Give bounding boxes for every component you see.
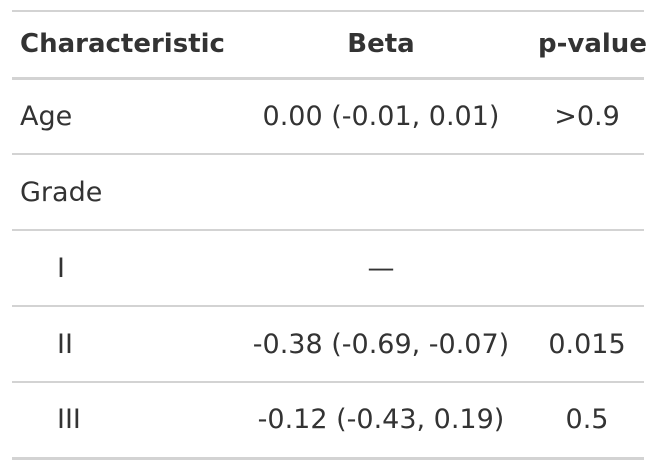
header-p-value: p-value: [538, 29, 647, 60]
row-label: I: [57, 252, 65, 284]
row-beta: —: [367, 252, 395, 284]
table-header: Characteristic Beta p-value: [12, 11, 647, 78]
row-beta: [232, 154, 530, 230]
row-p-value: 0.5: [565, 404, 609, 436]
row-p-value: [530, 230, 644, 306]
table-row-grade-ii: II -0.38 (-0.69, -0.07) 0.015: [12, 306, 644, 382]
regression-table-container: Characteristic Beta p-value Age 0.00 (-0…: [12, 10, 647, 460]
row-label: Grade: [20, 176, 103, 208]
header-row: Characteristic Beta p-value: [12, 11, 647, 78]
row-beta: -0.38 (-0.69, -0.07): [252, 328, 510, 360]
table-row-grade-i: I —: [12, 230, 644, 306]
table-body: Age 0.00 (-0.01, 0.01) >0.9 Grade I — II…: [12, 78, 644, 458]
row-label: Age: [20, 100, 73, 132]
row-beta: 0.00 (-0.01, 0.01): [262, 100, 500, 132]
row-label: II: [57, 328, 73, 360]
regression-table: Characteristic Beta p-value Age 0.00 (-0…: [12, 10, 647, 460]
table-row-age: Age 0.00 (-0.01, 0.01) >0.9: [12, 78, 644, 154]
header-characteristic: Characteristic: [20, 29, 225, 60]
row-beta: -0.12 (-0.43, 0.19): [257, 404, 505, 436]
table-row-grade: Grade: [12, 154, 644, 230]
row-label: III: [57, 404, 81, 436]
row-p-value: 0.015: [548, 328, 626, 360]
table-row-grade-iii: III -0.12 (-0.43, 0.19) 0.5: [12, 382, 644, 458]
row-p-value: [530, 154, 644, 230]
header-beta: Beta: [347, 29, 415, 60]
row-p-value: >0.9: [554, 100, 620, 132]
